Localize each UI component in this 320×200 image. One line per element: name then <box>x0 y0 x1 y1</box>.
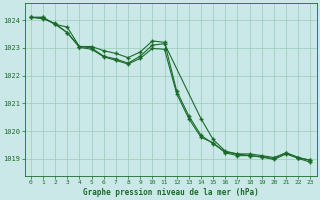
X-axis label: Graphe pression niveau de la mer (hPa): Graphe pression niveau de la mer (hPa) <box>83 188 259 197</box>
